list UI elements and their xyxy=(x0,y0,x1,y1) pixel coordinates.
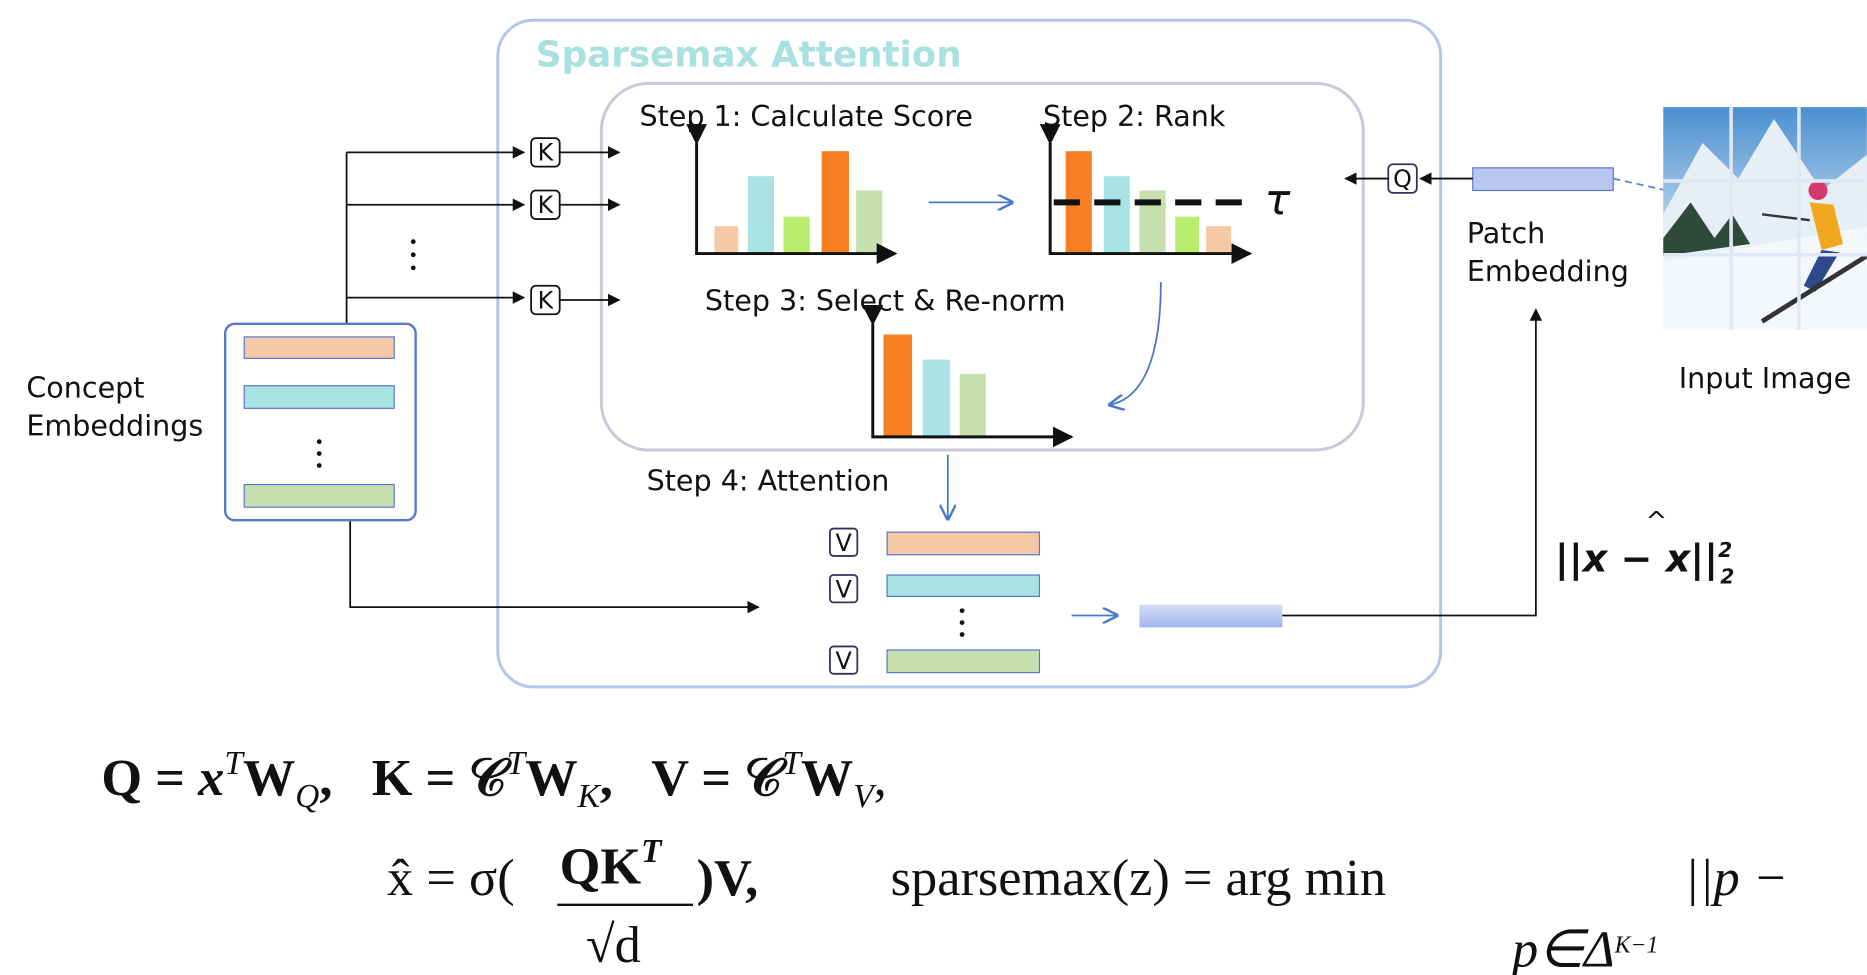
eq-part: QK xyxy=(560,837,642,895)
loss-arrow xyxy=(1282,310,1536,616)
equation: )V, xyxy=(697,849,759,907)
eq-part: W xyxy=(243,749,295,807)
key-label: K xyxy=(538,139,555,167)
patch-label: Embedding xyxy=(1467,254,1629,288)
eq-part: , xyxy=(874,749,887,807)
flow-arrow xyxy=(1110,282,1161,405)
query-label: Q xyxy=(1393,165,1412,193)
concept-box xyxy=(225,324,415,520)
rank-chart xyxy=(1050,143,1252,254)
input-image xyxy=(1663,107,1867,330)
value-label: V xyxy=(835,576,852,604)
eq-part: p∈Δ xyxy=(1508,921,1615,975)
eq-part: W xyxy=(801,749,853,807)
value-rows: V V V xyxy=(830,529,1040,675)
key-label: K xyxy=(538,286,555,314)
patch-embedding-bar xyxy=(1473,168,1613,191)
concept-label: Concept xyxy=(26,371,144,405)
loss-sub: 2 xyxy=(1720,564,1734,588)
equation: x̂ = σ( xyxy=(387,849,515,907)
renorm-chart xyxy=(873,324,1072,437)
step-label: Step 2: Rank xyxy=(1043,99,1226,133)
patch-label: Patch xyxy=(1467,216,1545,250)
value-label: V xyxy=(835,529,852,557)
step-label: Step 1: Calculate Score xyxy=(639,99,972,133)
eq-sub: K xyxy=(577,778,602,815)
eq-part: , V = 𝒞 xyxy=(600,749,787,807)
equation: ||p − xyxy=(1685,849,1788,907)
step-label: Step 4: Attention xyxy=(647,463,890,497)
page: Sparsemax Attention Step 1: Calculate Sc… xyxy=(0,0,1867,975)
eq-part: x xyxy=(197,749,224,807)
loss-norm: ||x − x|| xyxy=(1555,536,1718,581)
input-image-label: Input Image xyxy=(1679,361,1852,395)
eq-sub: Q xyxy=(295,778,319,815)
diagram: Sparsemax Attention Step 1: Calculate Sc… xyxy=(0,0,1867,975)
eq-sub: p∈ΔK−1 xyxy=(1508,921,1658,975)
eq-part: W xyxy=(525,749,577,807)
key-label: K xyxy=(538,191,555,219)
concept-label: Embeddings xyxy=(26,409,203,443)
eq-sup: K−1 xyxy=(1614,932,1659,958)
eq-part: Q = xyxy=(101,749,198,807)
threshold: τ xyxy=(1264,175,1290,225)
title: Sparsemax Attention xyxy=(536,35,962,76)
step-label: Step 3: Select & Re-norm xyxy=(705,284,1066,318)
eq-numerator: QKT xyxy=(560,833,663,895)
patch-link xyxy=(1613,179,1667,191)
eq-denominator: √d xyxy=(586,916,641,974)
equation: Q = xTWQ, K = 𝒞TWK, V = 𝒞TWV, xyxy=(101,745,886,815)
equation: sparsemax(z) = arg min xyxy=(891,849,1386,907)
eq-part: , K = 𝒞 xyxy=(319,749,511,807)
output-embedding xyxy=(1139,605,1282,628)
eq-sup: T xyxy=(641,833,663,870)
ellipsis xyxy=(411,239,416,270)
score-chart xyxy=(697,143,896,254)
loss-sup: 2 xyxy=(1718,538,1732,562)
loss-hat: ^ xyxy=(1645,507,1667,537)
value-label: V xyxy=(835,647,852,675)
